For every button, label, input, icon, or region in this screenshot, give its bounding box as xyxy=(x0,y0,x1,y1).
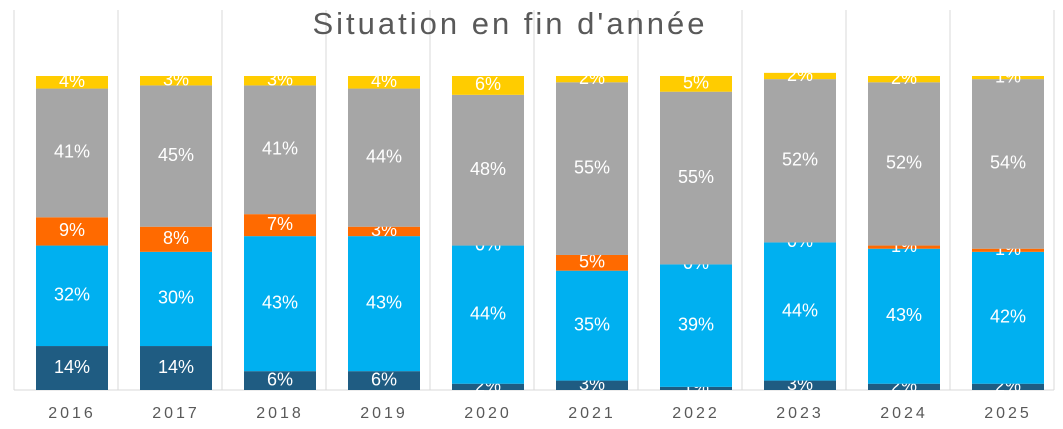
value-label: 2% xyxy=(787,65,813,85)
bar-segment xyxy=(348,226,420,237)
bar-segment xyxy=(348,76,420,89)
bar-segment xyxy=(556,270,628,381)
value-label: 55% xyxy=(678,167,714,187)
value-label: 45% xyxy=(158,145,194,165)
bar-segment xyxy=(660,91,732,265)
value-label: 39% xyxy=(678,314,714,334)
chart-title: Situation en fin d'année xyxy=(312,6,707,41)
bar-segment xyxy=(452,94,524,246)
value-label: 14% xyxy=(54,357,90,377)
value-label: 43% xyxy=(886,305,922,325)
bar-segment xyxy=(764,242,836,381)
bar-segment xyxy=(140,226,212,252)
value-label: 43% xyxy=(262,292,298,312)
bar-segment xyxy=(452,76,524,95)
value-label: 1% xyxy=(995,66,1021,86)
bar-segment xyxy=(868,76,940,83)
bar-segment xyxy=(452,383,524,390)
value-label: 55% xyxy=(574,157,610,177)
bar-segment xyxy=(244,76,316,86)
bar-segment xyxy=(660,76,732,92)
bar-segment xyxy=(140,85,212,227)
value-label: 5% xyxy=(579,252,605,272)
value-label: 2% xyxy=(891,68,917,88)
x-tick-label: 2021 xyxy=(568,405,616,422)
bar-segment xyxy=(36,88,108,218)
value-label: 41% xyxy=(54,142,90,162)
value-label: 6% xyxy=(475,74,501,94)
bar-segment xyxy=(556,254,628,271)
value-label: 4% xyxy=(59,71,85,91)
bar-segment xyxy=(244,371,316,390)
bar-segment xyxy=(36,217,108,246)
bar-segment xyxy=(140,251,212,347)
bar-segment xyxy=(764,72,836,80)
value-label: 44% xyxy=(366,146,402,166)
x-tick-label: 2022 xyxy=(672,405,720,422)
bar-segment xyxy=(972,248,1044,252)
bar-segment xyxy=(556,380,628,390)
value-label: 32% xyxy=(54,285,90,305)
value-label: 8% xyxy=(163,228,189,248)
bar-segment xyxy=(764,79,836,243)
bar-segment xyxy=(660,386,732,390)
bar-segment xyxy=(868,82,940,246)
bar-segment xyxy=(348,88,420,227)
bar-segment xyxy=(556,82,628,255)
value-label: 30% xyxy=(158,288,194,308)
value-label: 42% xyxy=(990,307,1026,327)
bar-segment xyxy=(348,236,420,372)
value-label: 6% xyxy=(371,369,397,389)
value-label: 6% xyxy=(267,369,293,389)
x-tick-label: 2018 xyxy=(256,405,304,422)
value-label: 52% xyxy=(886,153,922,173)
value-label: 35% xyxy=(574,314,610,334)
bar-segment xyxy=(36,76,108,89)
value-label: 9% xyxy=(59,220,85,240)
x-tick-label: 2016 xyxy=(48,405,96,422)
value-label: 52% xyxy=(782,150,818,170)
value-label: 44% xyxy=(782,300,818,320)
bar-segment xyxy=(244,236,316,372)
bar-segment xyxy=(244,85,316,215)
value-label: 7% xyxy=(267,214,293,234)
x-tick-label: 2023 xyxy=(776,405,824,422)
bar-segment xyxy=(348,371,420,390)
value-label: 43% xyxy=(366,292,402,312)
bar-segment xyxy=(36,245,108,347)
value-label: 48% xyxy=(470,159,506,179)
bar-segment xyxy=(972,251,1044,384)
value-label: 3% xyxy=(267,69,293,89)
bar-segment xyxy=(868,248,940,384)
value-label: 4% xyxy=(371,71,397,91)
bar-segment xyxy=(244,214,316,237)
x-tick-label: 2017 xyxy=(152,405,200,422)
bar-segment xyxy=(36,346,108,390)
x-tick-label: 2020 xyxy=(464,405,512,422)
value-label: 5% xyxy=(683,73,709,93)
value-label: 54% xyxy=(990,153,1026,173)
bar-segment xyxy=(452,245,524,384)
value-label: 2% xyxy=(579,68,605,88)
bar-segment xyxy=(972,76,1044,80)
value-label: 3% xyxy=(163,69,189,89)
bar-segment xyxy=(764,380,836,390)
value-label: 41% xyxy=(262,139,298,159)
x-tick-label: 2024 xyxy=(880,405,928,422)
bar-segment xyxy=(140,76,212,86)
x-tick-label: 2019 xyxy=(360,405,408,422)
bar-segment xyxy=(556,76,628,83)
bar-segment xyxy=(972,383,1044,390)
x-tick-label: 2025 xyxy=(984,405,1032,422)
value-label: 14% xyxy=(158,357,194,377)
bar-segment xyxy=(868,383,940,390)
bar-segment xyxy=(660,264,732,387)
bar-segment xyxy=(868,245,940,249)
bars: 14% 32% 9% 41% 4% 14% 30% 8% 45% 3% 6% 43% 7% 41% 3% 6%… xyxy=(36,65,1044,397)
value-label: 44% xyxy=(470,303,506,323)
bar-segment xyxy=(140,346,212,390)
bar-segment xyxy=(972,79,1044,249)
